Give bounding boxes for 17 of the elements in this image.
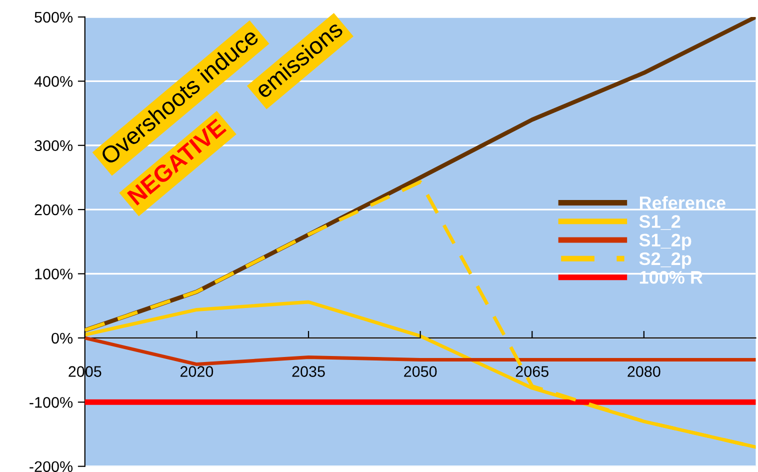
x-tick-label: 2080 bbox=[628, 366, 660, 377]
x-tick-label: 2035 bbox=[292, 366, 325, 377]
legend-label: S1_2p bbox=[639, 234, 692, 250]
y-tick-label: 0% bbox=[52, 332, 73, 344]
y-tick-label: -100% bbox=[30, 397, 73, 408]
x-tick-label: 2065 bbox=[516, 366, 548, 377]
y-tick-label: 100% bbox=[35, 268, 73, 280]
x-tick-label: 2020 bbox=[180, 366, 214, 377]
y-tick-label: 300% bbox=[34, 140, 73, 152]
x-tick-label: 2050 bbox=[404, 366, 437, 377]
legend-label: Reference bbox=[640, 196, 726, 210]
y-tick-label: -200% bbox=[30, 461, 73, 472]
y-tick-label: 400% bbox=[34, 76, 73, 87]
y-tick-label: 500% bbox=[34, 12, 73, 23]
legend-label: S1_2 bbox=[639, 215, 680, 230]
y-tick-label: 200% bbox=[34, 204, 73, 216]
legend-label: S2_2p bbox=[639, 252, 692, 269]
